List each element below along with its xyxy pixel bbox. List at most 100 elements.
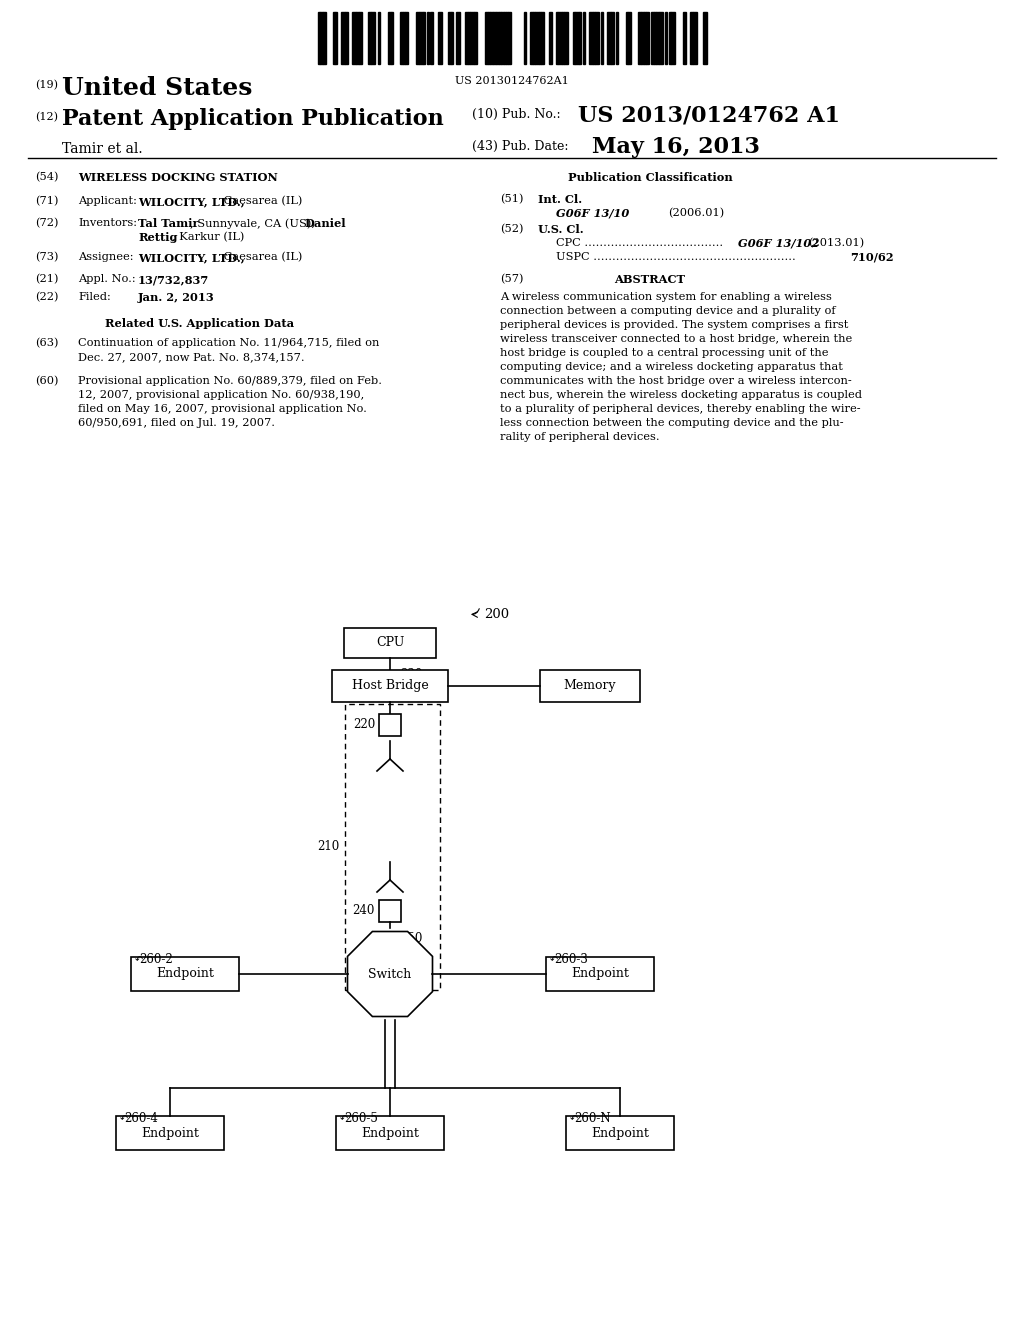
Bar [335,12,337,63]
Text: 240: 240 [352,904,375,917]
Bar [556,12,558,63]
Bar [345,704,440,990]
Bar [579,12,582,63]
Text: Continuation of application No. 11/964,715, filed on
Dec. 27, 2007, now Pat. No.: Continuation of application No. 11/964,7… [78,338,379,362]
Bar [474,12,477,63]
Text: Filed:: Filed: [78,292,111,302]
Bar [670,12,671,63]
Bar [497,12,499,63]
Text: 260-5: 260-5 [344,1111,378,1125]
Text: (51): (51) [500,194,523,205]
Bar [546,957,654,991]
Text: United States: United States [62,77,252,100]
Bar [562,12,564,63]
Bar [131,957,239,991]
Text: Endpoint: Endpoint [361,1126,419,1139]
Text: (12): (12) [35,112,58,123]
Text: Int. Cl.: Int. Cl. [538,194,582,205]
Text: (72): (72) [35,218,58,228]
Text: $\curvearrowleft$: $\curvearrowleft$ [338,1111,349,1122]
Text: CPU: CPU [376,636,404,649]
Text: May 16, 2013: May 16, 2013 [592,136,760,158]
Text: ABSTRACT: ABSTRACT [614,275,685,285]
Text: Applicant:: Applicant: [78,195,137,206]
Text: A wireless communication system for enabling a wireless
connection between a com: A wireless communication system for enab… [500,292,862,442]
Text: $\curvearrowleft$: $\curvearrowleft$ [568,1111,580,1122]
Bar [566,1115,674,1150]
Bar [487,12,490,63]
Bar [317,12,321,63]
Bar [536,12,539,63]
Bar [534,12,536,63]
Bar [379,714,401,737]
Bar [641,12,644,63]
Bar [671,12,675,63]
Text: Endpoint: Endpoint [591,1126,649,1139]
Bar [693,12,696,63]
Text: G06F 13/10: G06F 13/10 [556,209,630,219]
Text: (73): (73) [35,252,58,263]
Text: 220: 220 [352,718,375,731]
Text: 200: 200 [484,609,509,620]
Bar [539,12,542,63]
Text: 260-4: 260-4 [124,1111,158,1125]
Bar [344,628,436,657]
Bar [324,12,326,63]
Bar [468,12,470,63]
Text: Jan. 2, 2013: Jan. 2, 2013 [138,292,215,304]
Bar [438,12,441,63]
Text: (43) Pub. Date:: (43) Pub. Date: [472,140,568,153]
Bar [465,12,468,63]
Text: WILOCITY, LTD.,: WILOCITY, LTD., [138,252,245,263]
Bar [506,12,508,63]
Bar [665,12,668,63]
Bar [656,12,659,63]
Bar [379,12,380,63]
Bar [524,12,526,63]
Text: 260-3: 260-3 [554,953,588,966]
Bar [595,12,599,63]
Text: (52): (52) [500,224,523,235]
Bar [484,12,487,63]
Text: 210: 210 [316,841,339,854]
Bar [404,12,408,63]
Text: 250: 250 [400,932,422,945]
Bar [616,12,618,63]
Bar [451,12,453,63]
Text: $\curvearrowleft$: $\curvearrowleft$ [394,668,406,678]
Bar [558,12,562,63]
Bar [420,12,423,63]
Text: Publication Classification: Publication Classification [567,172,732,183]
Bar [423,12,425,63]
Text: Tamir et al.: Tamir et al. [62,143,142,156]
Text: 260-N: 260-N [574,1111,610,1125]
Text: 260-2: 260-2 [139,953,173,966]
Bar [341,12,344,63]
Text: (19): (19) [35,81,58,90]
Text: Memory: Memory [563,680,616,693]
Text: Host Bridge: Host Bridge [351,680,428,693]
Bar [626,12,629,63]
Text: (57): (57) [500,275,523,284]
Text: Endpoint: Endpoint [571,968,629,981]
Text: Assignee:: Assignee: [78,252,133,261]
Text: U.S. Cl.: U.S. Cl. [538,224,584,235]
Bar [430,12,433,63]
Text: (54): (54) [35,172,58,182]
Bar [550,12,552,63]
Bar [427,12,429,63]
Text: Related U.S. Application Data: Related U.S. Application Data [105,318,295,329]
Bar [356,12,358,63]
Bar [508,12,511,63]
Text: CPC .....................................: CPC ....................................… [556,238,723,248]
Text: (2013.01): (2013.01) [808,238,864,248]
Text: $\curvearrowleft$: $\curvearrowleft$ [118,1111,130,1122]
Text: US 2013/0124762 A1: US 2013/0124762 A1 [578,106,840,127]
Bar [447,12,451,63]
Bar [403,12,404,63]
Text: US 20130124762A1: US 20130124762A1 [455,77,569,86]
Bar [358,12,361,63]
Bar [650,12,654,63]
Bar [490,12,494,63]
Bar [683,12,686,63]
